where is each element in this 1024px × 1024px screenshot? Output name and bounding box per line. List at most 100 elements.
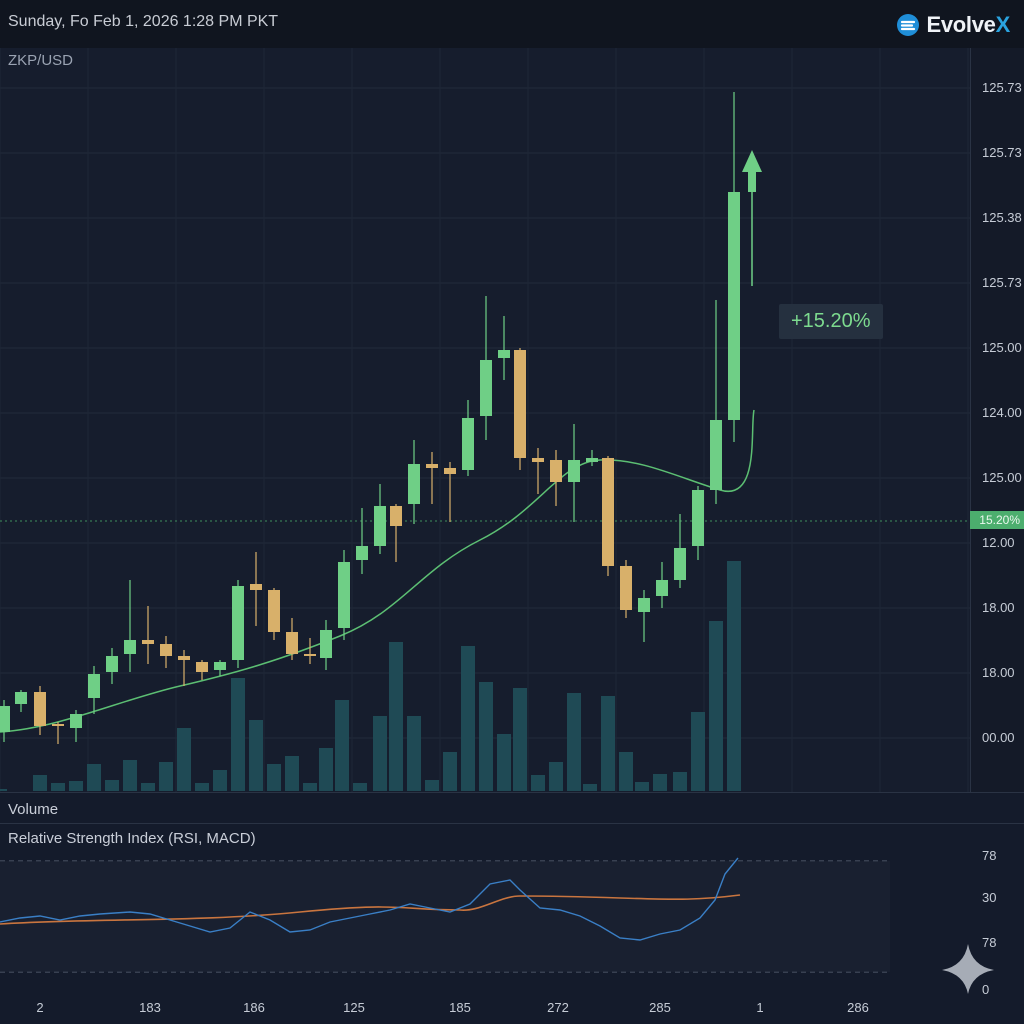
rsi-tick-label: 30	[982, 890, 997, 905]
volume-bar	[691, 712, 705, 791]
divider	[0, 823, 1024, 824]
time-tick-label: 286	[847, 1000, 869, 1015]
volume-bar	[69, 781, 83, 791]
volume-bar	[443, 752, 457, 791]
volume-bar	[51, 783, 65, 791]
volume-bar	[479, 682, 493, 791]
volume-bar	[709, 621, 723, 791]
candle-down	[250, 584, 262, 590]
price-tick-label: 125.73	[982, 145, 1022, 160]
volume-bar	[619, 752, 633, 791]
candle-down	[390, 506, 402, 526]
candle-up	[710, 420, 722, 490]
rsi-tick-label: 0	[982, 982, 990, 997]
volume-bar	[653, 774, 667, 791]
candle-up	[356, 546, 368, 560]
time-tick-label: 125	[343, 1000, 365, 1015]
volume-bar	[141, 783, 155, 791]
volume-bar	[231, 678, 245, 791]
volume-bar	[389, 642, 403, 791]
time-tick-label: 183	[139, 1000, 161, 1015]
time-tick-label: 1	[756, 1000, 764, 1015]
candle-down	[52, 724, 64, 726]
candle-up	[0, 706, 10, 732]
candle-up	[70, 714, 82, 728]
change-callout: +15.20%	[779, 304, 883, 339]
volume-bar	[177, 728, 191, 791]
price-chart-area[interactable]	[0, 48, 970, 792]
volume-bar	[303, 783, 317, 791]
candle-down	[602, 458, 614, 566]
volume-bar	[267, 764, 281, 791]
volume-bar	[0, 789, 7, 791]
time-tick-label: 272	[547, 1000, 569, 1015]
price-tick-label: 125.38	[982, 210, 1022, 225]
price-tick-label: 125.00	[982, 340, 1022, 355]
candle-down	[34, 692, 46, 726]
volume-bar	[531, 775, 545, 791]
candle-up	[674, 548, 686, 580]
candle-down	[286, 632, 298, 654]
candle-down	[196, 662, 208, 672]
price-tick-label: 125.73	[982, 275, 1022, 290]
candle-up	[462, 418, 474, 470]
candle-down	[444, 468, 456, 474]
time-tick-label: 2	[36, 1000, 44, 1015]
sparkle-icon	[942, 944, 994, 994]
rsi-tick-label: 78	[982, 935, 997, 950]
candle-up	[656, 580, 668, 596]
candle-up	[124, 640, 136, 654]
time-tick-label: 185	[449, 1000, 471, 1015]
volume-bar	[249, 720, 263, 791]
candle-down	[160, 644, 172, 656]
volume-bar	[635, 782, 649, 791]
volume-bar	[319, 748, 333, 791]
candle-down	[304, 654, 316, 656]
volume-bar	[583, 784, 597, 791]
volume-bar	[567, 693, 581, 791]
divider	[0, 792, 1024, 793]
rsi-band-fill	[0, 861, 890, 972]
candle-up	[88, 674, 100, 698]
brand[interactable]: EvolveX	[896, 12, 1010, 38]
volume-bar	[601, 696, 615, 791]
current-change-badge: 15.20%	[970, 511, 1024, 529]
candle-up	[320, 630, 332, 658]
top-bar: Sunday, Fo Feb 1, 2026 1:28 PM PKT Evolv…	[0, 0, 1024, 49]
symbol-label: ZKP/USD	[8, 52, 74, 69]
price-tick-label: 125.73	[982, 80, 1022, 95]
volume-bar	[33, 775, 47, 791]
volume-bar	[285, 756, 299, 791]
candle-up	[586, 458, 598, 462]
volume-bar	[105, 780, 119, 791]
price-tick-label: 12.00	[982, 535, 1015, 550]
moving-average-line	[0, 409, 755, 733]
candle-up	[692, 490, 704, 546]
up-arrow-icon	[742, 150, 762, 192]
candle-up	[232, 586, 244, 660]
candle-down	[268, 590, 280, 632]
candle-up	[728, 192, 740, 420]
price-tick-label: 124.00	[982, 405, 1022, 420]
volume-bar	[87, 764, 101, 791]
price-axis[interactable]	[970, 48, 1024, 792]
volume-bar	[123, 760, 137, 791]
volume-bar	[461, 646, 475, 791]
candle-up	[106, 656, 118, 672]
volume-bar	[195, 783, 209, 791]
brand-name: EvolveX	[926, 12, 1010, 37]
price-tick-label: 125.00	[982, 470, 1022, 485]
volume-bar	[407, 716, 421, 791]
volume-bar	[727, 561, 741, 791]
candle-up	[15, 692, 27, 704]
volume-bar	[335, 700, 349, 791]
price-tick-label: 00.00	[982, 730, 1015, 745]
rsi-line	[0, 857, 739, 941]
candle-down	[426, 464, 438, 468]
evolvex-logo-icon	[897, 14, 920, 36]
volume-bar	[673, 772, 687, 791]
candle-up	[408, 464, 420, 504]
price-tick-label: 18.00	[982, 665, 1015, 680]
volume-bar	[373, 716, 387, 791]
